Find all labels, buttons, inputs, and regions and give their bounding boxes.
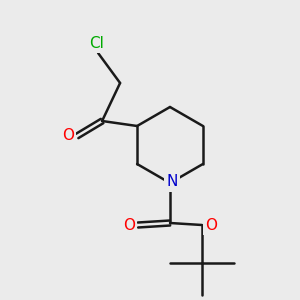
Text: O: O <box>62 128 74 142</box>
Text: Cl: Cl <box>89 35 104 50</box>
Text: N: N <box>166 175 178 190</box>
Text: O: O <box>123 218 135 232</box>
Text: O: O <box>205 218 217 232</box>
